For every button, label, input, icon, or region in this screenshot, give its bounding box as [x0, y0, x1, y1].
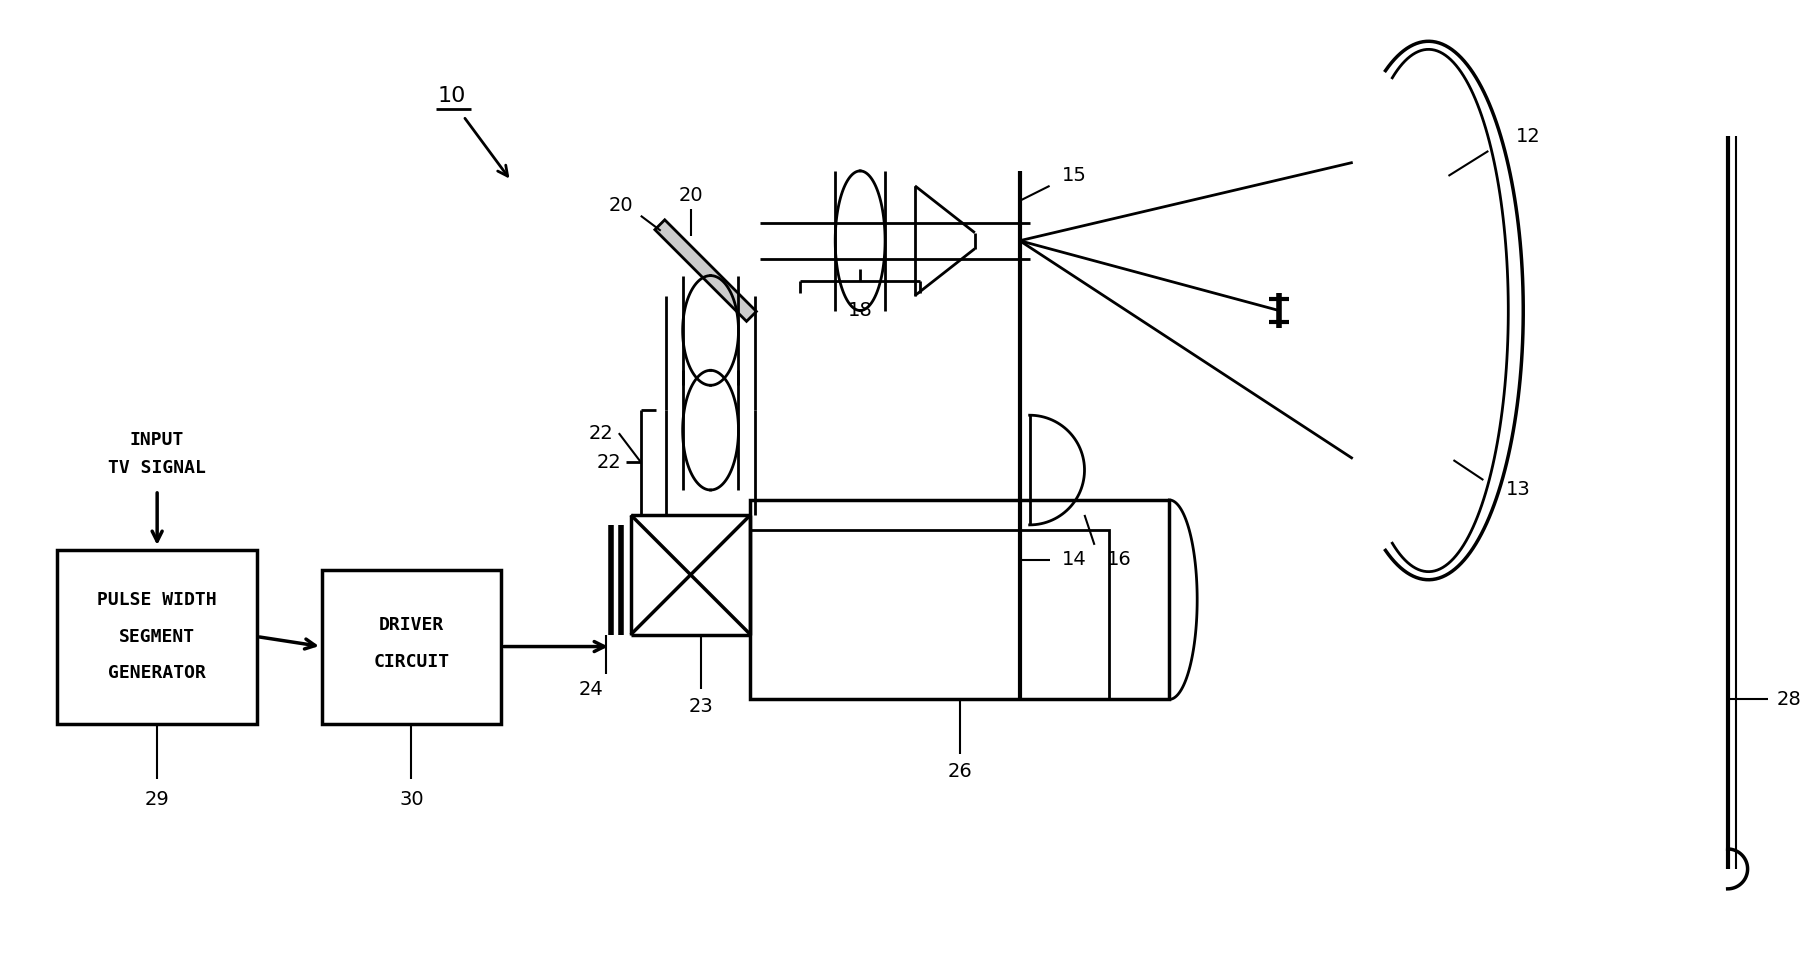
Text: 30: 30	[399, 790, 424, 808]
Text: 22: 22	[597, 453, 621, 471]
Text: 22: 22	[588, 424, 613, 443]
Text: 24: 24	[579, 680, 602, 699]
Text: 20: 20	[608, 196, 633, 216]
Text: 15: 15	[1063, 166, 1087, 185]
Text: 29: 29	[146, 790, 169, 808]
Text: 18: 18	[848, 301, 872, 320]
Text: 20: 20	[679, 186, 703, 205]
Text: 14: 14	[1063, 550, 1087, 569]
Bar	[322, 570, 501, 724]
Text: DRIVER: DRIVER	[379, 616, 444, 633]
Text: PULSE WIDTH: PULSE WIDTH	[96, 590, 217, 609]
Bar	[750, 500, 1168, 700]
Text: 13: 13	[1505, 480, 1531, 500]
Text: 16: 16	[1107, 550, 1132, 569]
Text: TV SIGNAL: TV SIGNAL	[107, 459, 206, 477]
Text: 10: 10	[437, 86, 466, 106]
Text: 28: 28	[1776, 690, 1802, 709]
Text: GENERATOR: GENERATOR	[107, 665, 206, 682]
Text: 26: 26	[948, 761, 972, 781]
Text: SEGMENT: SEGMENT	[118, 628, 195, 645]
Text: 12: 12	[1516, 127, 1540, 145]
Bar	[58, 549, 257, 724]
Text: INPUT: INPUT	[129, 431, 184, 449]
Text: CIRCUIT: CIRCUIT	[373, 653, 450, 671]
Text: 23: 23	[688, 697, 713, 715]
Polygon shape	[655, 220, 757, 321]
Bar	[750, 530, 1110, 700]
